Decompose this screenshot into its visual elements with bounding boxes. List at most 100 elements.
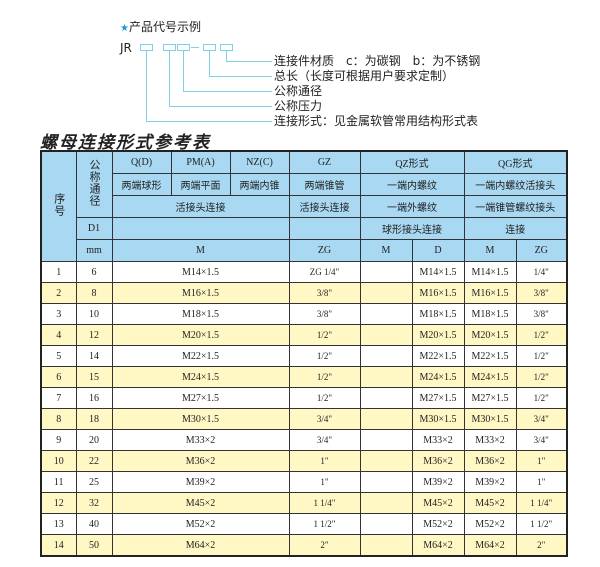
cell-qg-m: M33×2 xyxy=(463,429,517,451)
cell-d1: 22 xyxy=(75,450,113,472)
cell-d1: 10 xyxy=(75,303,113,325)
cell-zg: 1" xyxy=(288,471,361,493)
cell-qg-zg: 1" xyxy=(515,471,568,493)
cell-m: M30×1.5 xyxy=(111,408,290,430)
cell-qg-m: M36×2 xyxy=(463,450,517,472)
header-d1: D1 xyxy=(75,217,113,240)
cell-qg-zg: 3/4" xyxy=(515,408,568,430)
header-m: M xyxy=(111,239,290,262)
table-row: 2 8 M16×1.5 3/8" M16×1.5 M16×1.5 3/8" xyxy=(40,282,568,304)
cell-qg-m: M24×1.5 xyxy=(463,366,517,388)
cell-zg: 1 1/2" xyxy=(288,513,361,535)
cell-zg: 1/2" xyxy=(288,324,361,346)
cell-seq: 3 xyxy=(40,303,77,325)
cell-zg: 1" xyxy=(288,450,361,472)
header-pm: PM(A) xyxy=(170,150,231,174)
cell-qz-m xyxy=(359,324,413,346)
cell-qz-m xyxy=(359,471,413,493)
cell-seq: 9 xyxy=(40,429,77,451)
cell-qg-m: M30×1.5 xyxy=(463,408,517,430)
cell-seq: 12 xyxy=(40,492,77,514)
cell-qz-m xyxy=(359,387,413,409)
label-length: 总长（长度可根据用户要求定制） xyxy=(274,69,455,83)
header-qz: QZ形式 xyxy=(359,150,465,174)
leader-line xyxy=(209,76,272,77)
cell-qg-zg: 1/2" xyxy=(515,387,568,409)
header-dn-text: 公称通径 xyxy=(88,159,100,207)
cell-qg-zg: 3/8" xyxy=(515,282,568,304)
product-code-prefix: JR xyxy=(120,41,132,55)
cell-m: M52×2 xyxy=(111,513,290,535)
header-qz-desc3: 球形接头连接 xyxy=(359,217,465,240)
cell-seq: 13 xyxy=(40,513,77,535)
cell-d1: 6 xyxy=(75,261,113,283)
cell-qz-m xyxy=(359,534,413,557)
cell-qz-m xyxy=(359,450,413,472)
cell-d1: 18 xyxy=(75,408,113,430)
code-box-material xyxy=(220,44,233,51)
cell-d1: 32 xyxy=(75,492,113,514)
code-box-pressure xyxy=(163,44,176,51)
header-dn: 公称通径 xyxy=(75,150,113,218)
table-row: 11 25 M39×2 1" M39×2 M39×2 1" xyxy=(40,471,568,493)
star-icon: ★ xyxy=(120,23,129,34)
leader-line xyxy=(169,51,170,106)
cell-zg: 3/8" xyxy=(288,303,361,325)
header-gz: GZ xyxy=(288,150,361,174)
leader-line xyxy=(183,51,184,91)
header-gz-union: 活接头连接 xyxy=(288,195,361,218)
cell-qz-d: M14×1.5 xyxy=(411,261,465,283)
example-heading: ★产品代号示例 xyxy=(120,18,201,35)
nut-connection-table: 序号 公称通径 Q(D) PM(A) NZ(C) GZ QZ形式 QG形式 两端… xyxy=(40,150,568,557)
cell-qz-d: M22×1.5 xyxy=(411,345,465,367)
cell-seq: 8 xyxy=(40,408,77,430)
header-pm-desc: 两端平面 xyxy=(170,173,231,196)
table-row: 12 32 M45×2 1 1/4" M45×2 M45×2 1 1/4" xyxy=(40,492,568,514)
label-diameter: 公称通径 xyxy=(274,84,323,98)
header-zg: ZG xyxy=(288,239,361,262)
cell-qz-m xyxy=(359,408,413,430)
cell-zg: 1 1/4" xyxy=(288,492,361,514)
cell-m: M18×1.5 xyxy=(111,303,290,325)
cell-seq: 4 xyxy=(40,324,77,346)
cell-qz-d: M39×2 xyxy=(411,471,465,493)
cell-zg: 1/2" xyxy=(288,366,361,388)
header-q-desc: 两端球形 xyxy=(111,173,172,196)
leader-line xyxy=(209,51,210,76)
cell-zg: ZG 1/4" xyxy=(288,261,361,283)
cell-qz-d: M36×2 xyxy=(411,450,465,472)
leader-line xyxy=(226,51,227,61)
cell-seq: 5 xyxy=(40,345,77,367)
header-qg: QG形式 xyxy=(463,150,568,174)
cell-d1: 14 xyxy=(75,345,113,367)
cell-qg-m: M45×2 xyxy=(463,492,517,514)
table-row: 4 12 M20×1.5 1/2" M20×1.5 M20×1.5 1/2" xyxy=(40,324,568,346)
cell-qz-d: M24×1.5 xyxy=(411,366,465,388)
label-pressure: 公称压力 xyxy=(274,99,323,113)
header-qz-desc: 一端内螺纹 xyxy=(359,173,465,196)
header-empty xyxy=(111,217,290,240)
label-connection: 连接形式：见金属软管常用结构形式表 xyxy=(274,114,479,128)
cell-m: M16×1.5 xyxy=(111,282,290,304)
header-nz-desc: 两端内锥 xyxy=(229,173,290,196)
code-dash xyxy=(191,47,199,48)
cell-qg-zg: 1/2" xyxy=(515,366,568,388)
cell-d1: 25 xyxy=(75,471,113,493)
cell-qz-d: M30×1.5 xyxy=(411,408,465,430)
example-title: 产品代号示例 xyxy=(128,20,201,34)
cell-qg-m: M22×1.5 xyxy=(463,345,517,367)
cell-qz-d: M20×1.5 xyxy=(411,324,465,346)
cell-seq: 1 xyxy=(40,261,77,283)
cell-seq: 6 xyxy=(40,366,77,388)
cell-seq: 11 xyxy=(40,471,77,493)
cell-m: M14×1.5 xyxy=(111,261,290,283)
header-gz-desc: 两端锥管 xyxy=(288,173,361,196)
table-row: 14 50 M64×2 2" M64×2 M64×2 2" xyxy=(40,534,568,557)
cell-d1: 16 xyxy=(75,387,113,409)
cell-d1: 8 xyxy=(75,282,113,304)
cell-d1: 15 xyxy=(75,366,113,388)
code-box-diameter xyxy=(177,44,190,51)
table-row: 1 6 M14×1.5 ZG 1/4" M14×1.5 M14×1.5 1/4" xyxy=(40,261,568,283)
cell-qz-m xyxy=(359,513,413,535)
